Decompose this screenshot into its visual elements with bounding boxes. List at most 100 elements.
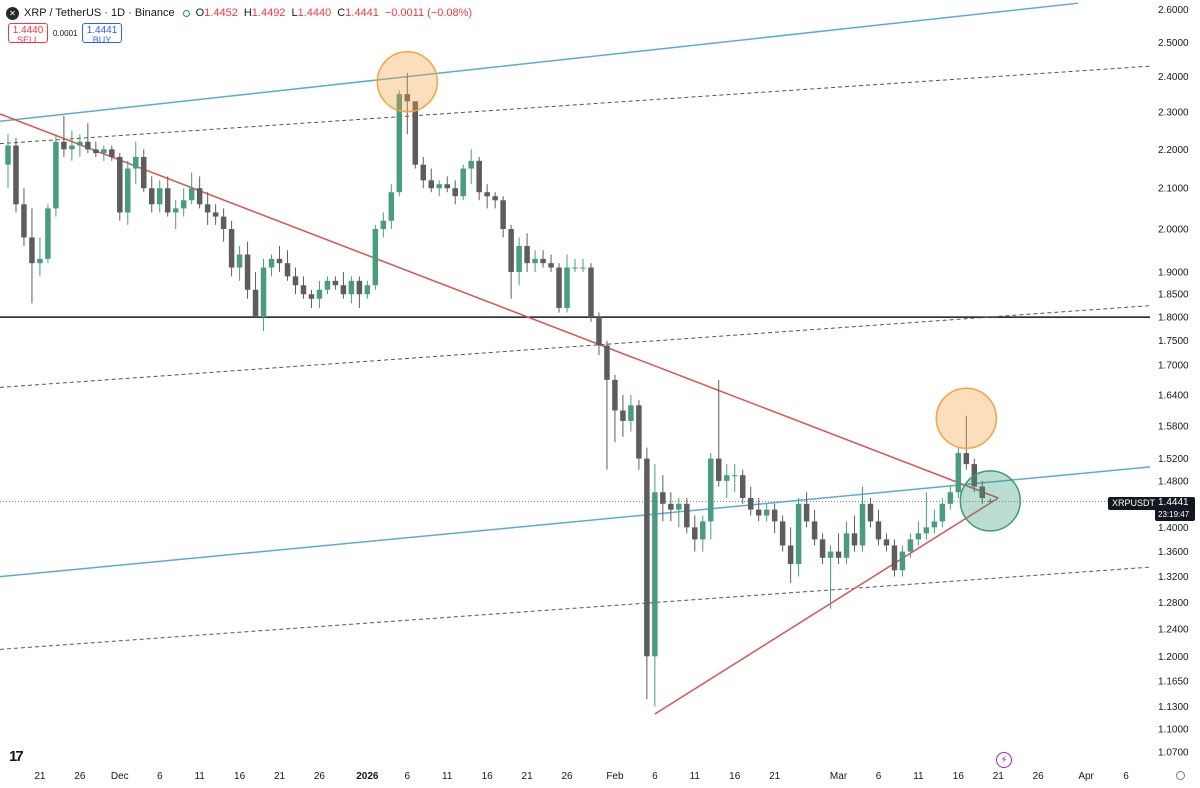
candle-body bbox=[588, 267, 594, 318]
ohlc-values: O1.4452 H1.4492 L1.4440 C1.4441 −0.0011 … bbox=[196, 7, 472, 19]
candle-body bbox=[915, 533, 922, 540]
candle-body bbox=[117, 156, 123, 213]
price-tick-label: 1.4000 bbox=[1158, 523, 1189, 534]
price-tick-label: 1.5200 bbox=[1158, 454, 1189, 465]
candle-body bbox=[955, 453, 962, 493]
tradingview-logo-icon[interactable]: 17 bbox=[9, 748, 24, 765]
candle-body bbox=[851, 533, 858, 546]
candle-body bbox=[548, 263, 554, 268]
time-tick-label: 6 bbox=[1123, 771, 1129, 782]
candle-body bbox=[436, 184, 442, 189]
candle-body bbox=[340, 285, 347, 295]
candle-body bbox=[484, 192, 490, 197]
candle-body bbox=[676, 503, 682, 510]
market-status-icon bbox=[182, 9, 190, 17]
candle-body bbox=[843, 533, 850, 558]
trend-line bbox=[0, 113, 999, 499]
time-tick-label: 26 bbox=[561, 771, 573, 782]
candle-body bbox=[947, 492, 954, 504]
symbol-title[interactable]: XRP / TetherUS · 1D · Binance bbox=[24, 7, 175, 19]
candle-body bbox=[101, 149, 107, 154]
buy-button[interactable]: 1.4441 BUY bbox=[82, 23, 122, 45]
candle-body bbox=[987, 500, 994, 502]
channel-dashed-line bbox=[0, 566, 1151, 650]
candle-body bbox=[37, 258, 43, 264]
ohlc-label: H bbox=[243, 7, 252, 19]
candle-body bbox=[452, 188, 458, 197]
candle-body bbox=[867, 503, 874, 522]
candle-body bbox=[524, 245, 530, 264]
candle-body bbox=[133, 156, 139, 169]
price-tick-label: 1.9000 bbox=[1158, 267, 1189, 278]
ohlc-value: 1.4492 bbox=[251, 7, 286, 19]
candle-body bbox=[939, 503, 946, 522]
highlight-circle bbox=[959, 470, 1022, 532]
price-tick-label: 1.3200 bbox=[1158, 572, 1189, 583]
bar-countdown: 23:19:47 bbox=[1158, 510, 1190, 519]
buy-price: 1.4441 bbox=[86, 25, 118, 36]
candle-body bbox=[803, 503, 810, 522]
time-tick-label: 6 bbox=[876, 771, 882, 782]
candle-body bbox=[532, 258, 538, 264]
candle-body bbox=[252, 289, 259, 318]
settings-gear-icon[interactable] bbox=[1176, 771, 1185, 780]
price-tick-label: 2.6000 bbox=[1158, 5, 1189, 16]
candle-body bbox=[931, 521, 938, 528]
candle-body bbox=[795, 503, 802, 564]
price-tick-label: 1.2800 bbox=[1158, 598, 1189, 609]
price-tick-label: 2.0000 bbox=[1158, 225, 1189, 236]
candle-body bbox=[628, 405, 634, 421]
candle-body bbox=[188, 188, 195, 201]
trend-line bbox=[654, 497, 999, 715]
price-tick-label: 2.3000 bbox=[1158, 108, 1189, 119]
trend-line bbox=[0, 2, 1079, 123]
time-axis[interactable]: 21 26 Dec 6 11 16 21 26 2026 6 11 16 21 26 Feb 6 11 16 21 M… bbox=[34, 771, 1129, 782]
legend-header: ✕ XRP / TetherUS · 1D · Binance O1.4452 … bbox=[6, 5, 472, 21]
candle-body bbox=[348, 280, 355, 295]
candle-body bbox=[684, 503, 690, 528]
time-tick-label: 16 bbox=[482, 771, 494, 782]
candle-body bbox=[779, 521, 786, 546]
price-axis[interactable]: 2.6000 2.5000 2.4000 2.3000 2.2000 2.1000 2.00… bbox=[1158, 5, 1189, 759]
candle-body bbox=[196, 188, 203, 205]
candle-body bbox=[859, 503, 866, 546]
candle-body bbox=[492, 196, 498, 201]
candle-body bbox=[380, 220, 387, 230]
candle-body bbox=[692, 527, 698, 540]
time-tick-label: 11 bbox=[690, 771, 701, 782]
time-tick-label: Dec bbox=[111, 771, 129, 782]
ohlc-label: C bbox=[337, 7, 346, 19]
time-tick-label: Feb bbox=[606, 771, 624, 782]
candle-body bbox=[771, 509, 778, 522]
candle-body bbox=[308, 294, 315, 299]
candle-body bbox=[652, 492, 658, 657]
candle-body bbox=[156, 188, 163, 205]
candle-body bbox=[69, 145, 75, 150]
candle-body bbox=[572, 267, 578, 269]
lightning-icon[interactable]: ⚡ bbox=[996, 752, 1012, 768]
time-tick-label: 21 bbox=[522, 771, 534, 782]
ohlc-label: O bbox=[195, 7, 205, 19]
candle-body bbox=[883, 539, 890, 546]
candle-body bbox=[148, 188, 155, 205]
candle-body bbox=[61, 141, 67, 150]
candle-body bbox=[125, 168, 131, 213]
candle-body bbox=[268, 258, 275, 268]
candle-body bbox=[77, 141, 83, 146]
candle-body bbox=[404, 94, 411, 102]
time-tick-label: 11 bbox=[913, 771, 924, 782]
time-tick-label: 26 bbox=[314, 771, 326, 782]
xrp-logo-icon: ✕ bbox=[6, 6, 19, 20]
price-tick-label: 1.2000 bbox=[1158, 652, 1189, 663]
time-tick-label: 6 bbox=[652, 771, 658, 782]
time-tick-label: 6 bbox=[157, 771, 163, 782]
last-price: 1.4441 bbox=[1158, 497, 1189, 508]
candle-body bbox=[907, 539, 914, 552]
candle-body bbox=[316, 289, 323, 299]
change-value: −0.0011 (−0.08%) bbox=[384, 7, 473, 19]
candle-body bbox=[412, 101, 419, 165]
candle-body bbox=[644, 458, 650, 657]
candle-body bbox=[45, 208, 51, 259]
sell-button[interactable]: 1.4440 SELL bbox=[8, 23, 48, 45]
